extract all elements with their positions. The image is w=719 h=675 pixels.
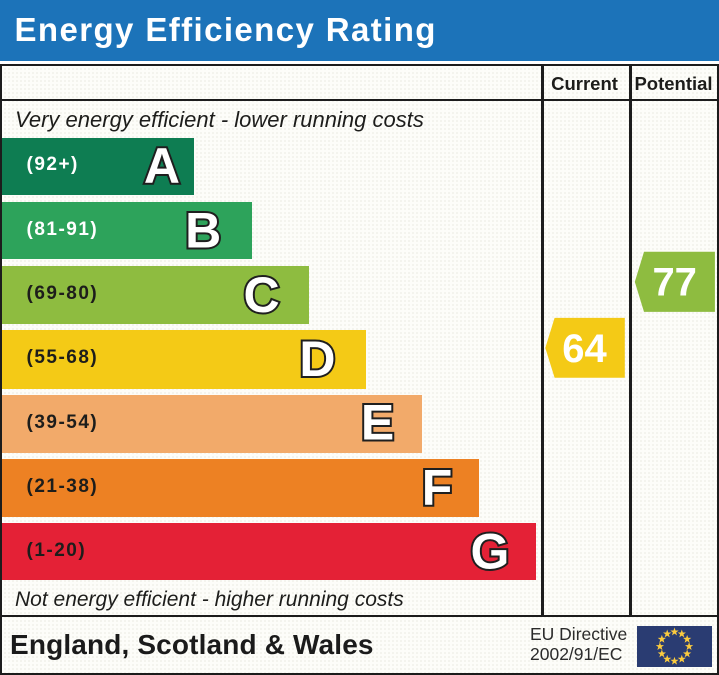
svg-text:E: E (361, 395, 394, 451)
svg-text:F: F (422, 460, 453, 516)
svg-text:C: C (244, 267, 280, 323)
svg-text:77: 77 (652, 261, 697, 305)
svg-text:D: D (299, 331, 335, 387)
svg-text:64: 64 (562, 327, 607, 371)
svg-text:A: A (144, 138, 180, 194)
svg-text:B: B (185, 203, 221, 259)
svg-text:G: G (471, 524, 510, 580)
